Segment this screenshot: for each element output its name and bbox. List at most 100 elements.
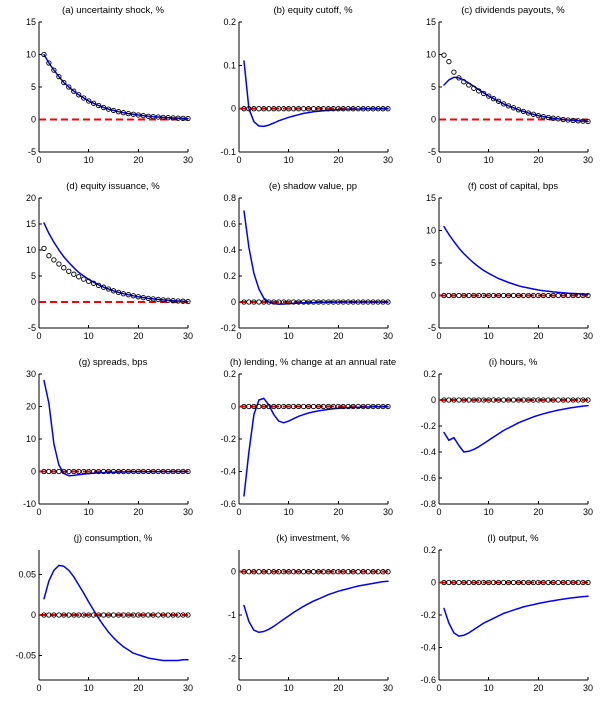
svg-text:0: 0 bbox=[431, 291, 436, 301]
svg-text:10: 10 bbox=[284, 331, 294, 341]
svg-text:10: 10 bbox=[26, 434, 36, 444]
svg-text:20: 20 bbox=[133, 507, 143, 517]
svg-text:0: 0 bbox=[231, 402, 236, 412]
svg-text:10: 10 bbox=[484, 331, 494, 341]
svg-text:0.8: 0.8 bbox=[223, 193, 236, 203]
svg-text:30: 30 bbox=[183, 331, 193, 341]
svg-text:15: 15 bbox=[426, 17, 436, 27]
subplot-l: (l) output, % 0 10 20 30 0.2 0 -0.2 -0.4 -0.6 bbox=[400, 528, 600, 704]
subplot-h: (h) lending, % change at an annual rate … bbox=[200, 352, 400, 528]
svg-text:-0.2: -0.2 bbox=[220, 434, 236, 444]
svg-text:0: 0 bbox=[236, 683, 241, 693]
subplot-e-title: (e) shadow value, pp bbox=[268, 181, 358, 192]
svg-text:30: 30 bbox=[583, 683, 593, 693]
svg-text:-5: -5 bbox=[28, 323, 36, 333]
subplot-j: (j) consumption, % 0 10 20 30 0.05 0 -0.05 bbox=[0, 528, 200, 704]
svg-text:20: 20 bbox=[533, 155, 543, 165]
svg-text:-5: -5 bbox=[428, 147, 436, 157]
subplot-e: (e) shadow value, pp 0 10 20 30 0.8 0.6 0.4 0.2… bbox=[200, 176, 400, 352]
svg-text:0: 0 bbox=[436, 507, 441, 517]
svg-text:10: 10 bbox=[84, 507, 94, 517]
svg-text:-0.2: -0.2 bbox=[420, 610, 436, 620]
subplot-b-canvas: 0 10 20 300.20.10-0.1 bbox=[220, 17, 393, 165]
svg-text:10: 10 bbox=[484, 683, 494, 693]
svg-text:20: 20 bbox=[533, 507, 543, 517]
svg-text:20: 20 bbox=[533, 683, 543, 693]
svg-text:30: 30 bbox=[583, 331, 593, 341]
svg-text:0: 0 bbox=[31, 115, 36, 125]
svg-text:0: 0 bbox=[436, 683, 441, 693]
svg-text:0: 0 bbox=[231, 104, 236, 114]
svg-text:30: 30 bbox=[383, 507, 393, 517]
subplot-i: (i) hours, % 0 10 20 30 0.2 0 -0.2 -0.4 -0.6 -0.8 bbox=[400, 352, 600, 528]
svg-text:10: 10 bbox=[84, 155, 94, 165]
svg-text:0: 0 bbox=[236, 155, 241, 165]
subplot-k-canvas: 0 10 20 30 0 -1 -2 bbox=[228, 550, 393, 693]
svg-text:0.2: 0.2 bbox=[423, 545, 436, 555]
svg-text:20: 20 bbox=[333, 331, 343, 341]
svg-text:20: 20 bbox=[26, 193, 36, 203]
svg-text:-5: -5 bbox=[428, 323, 436, 333]
svg-text:0.2: 0.2 bbox=[423, 369, 436, 379]
subplot-d-title: (d) equity issuance, % bbox=[66, 181, 160, 192]
subplot-e-canvas: 0 10 20 300.80.60.40.20-0.2 bbox=[220, 193, 393, 341]
svg-text:0.1: 0.1 bbox=[223, 60, 236, 70]
svg-text:5: 5 bbox=[31, 82, 36, 92]
svg-text:0.4: 0.4 bbox=[223, 245, 236, 255]
svg-text:30: 30 bbox=[26, 369, 36, 379]
svg-text:30: 30 bbox=[383, 683, 393, 693]
svg-text:-0.1: -0.1 bbox=[220, 147, 236, 157]
svg-text:-0.4: -0.4 bbox=[420, 447, 436, 457]
svg-text:-0.2: -0.2 bbox=[220, 323, 236, 333]
svg-text:-2: -2 bbox=[228, 653, 236, 663]
subplot-g-title: (g) spreads, bps bbox=[78, 357, 148, 368]
svg-text:0.6: 0.6 bbox=[223, 219, 236, 229]
svg-text:0: 0 bbox=[36, 331, 41, 341]
svg-text:5: 5 bbox=[31, 271, 36, 281]
subplot-b: (b) equity cutoff, % 0 10 20 30 0.2 0.1 0 -0.1 bbox=[200, 0, 400, 176]
svg-text:-0.2: -0.2 bbox=[420, 421, 436, 431]
subplot-k: (k) investment, % 0 10 20 30 0 -1 -2 bbox=[200, 528, 400, 704]
subplot-l-canvas: 0 10 20 30 0.2 0 -0.2 -0.4 -0.6 bbox=[420, 545, 593, 693]
svg-text:20: 20 bbox=[333, 155, 343, 165]
svg-text:10: 10 bbox=[26, 245, 36, 255]
svg-text:0.2: 0.2 bbox=[223, 17, 236, 27]
subplot-c: (c) dividends payouts, % 0 10 20 30 15 10 5 0 -5 bbox=[400, 0, 600, 176]
subplot-h-canvas: 0 10 20 30 0.2 0 -0.2 -0.4 -0.6 bbox=[220, 369, 393, 517]
svg-text:30: 30 bbox=[583, 155, 593, 165]
svg-text:-0.4: -0.4 bbox=[420, 643, 436, 653]
subplot-g: (g) spreads, bps 0 10 20 30 30 20 10 0 -10 bbox=[0, 352, 200, 528]
svg-text:20: 20 bbox=[133, 331, 143, 341]
svg-text:10: 10 bbox=[284, 683, 294, 693]
svg-text:30: 30 bbox=[383, 331, 393, 341]
subplot-k-title: (k) investment, % bbox=[276, 533, 350, 544]
svg-text:30: 30 bbox=[183, 507, 193, 517]
svg-text:0: 0 bbox=[431, 115, 436, 125]
subplot-h-title: (h) lending, % change at an annual rate bbox=[229, 357, 397, 368]
svg-text:0: 0 bbox=[436, 155, 441, 165]
svg-text:0.2: 0.2 bbox=[223, 369, 236, 379]
svg-text:0: 0 bbox=[31, 467, 36, 477]
svg-text:20: 20 bbox=[333, 683, 343, 693]
subplot-l-title: (l) output, % bbox=[487, 533, 539, 544]
svg-text:5: 5 bbox=[431, 258, 436, 268]
svg-text:0: 0 bbox=[231, 567, 236, 577]
svg-text:-0.05: -0.05 bbox=[15, 651, 36, 661]
subplot-a: (a) uncertainty shock, % 0 10 20 30 15 10 5 0 -5 bbox=[0, 0, 200, 176]
svg-text:0: 0 bbox=[36, 507, 41, 517]
svg-text:0.05: 0.05 bbox=[18, 569, 36, 579]
svg-text:10: 10 bbox=[426, 50, 436, 60]
svg-text:0: 0 bbox=[36, 155, 41, 165]
svg-text:30: 30 bbox=[183, 155, 193, 165]
svg-text:-0.6: -0.6 bbox=[220, 499, 236, 509]
subplot-b-title: (b) equity cutoff, % bbox=[273, 5, 353, 16]
svg-text:10: 10 bbox=[284, 507, 294, 517]
svg-text:10: 10 bbox=[484, 507, 494, 517]
subplot-a-title: (a) uncertainty shock, % bbox=[62, 5, 164, 16]
svg-text:-0.6: -0.6 bbox=[420, 473, 436, 483]
svg-text:20: 20 bbox=[133, 683, 143, 693]
